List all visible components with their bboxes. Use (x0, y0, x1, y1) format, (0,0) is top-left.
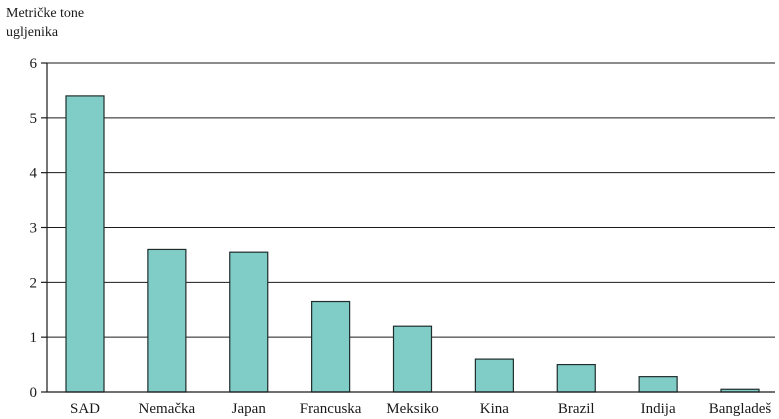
category-label: Japan (232, 401, 267, 417)
category-label: Meksiko (386, 401, 439, 417)
y-tick-label: 6 (30, 56, 38, 72)
y-tick-label: 0 (30, 385, 38, 401)
y-tick-label: 4 (30, 166, 38, 182)
y-axis-title-line: Metričke tone (6, 6, 84, 21)
bar-nemačka (147, 248, 187, 393)
y-tick-label: 5 (30, 111, 38, 127)
bar-brazil (556, 363, 596, 393)
y-tick-label: 3 (30, 221, 38, 237)
category-label: Kina (480, 401, 510, 417)
category-label: Bangladeš (709, 401, 772, 417)
y-tick-labels: 0 1 2 3 4 5 6 (30, 56, 38, 401)
bar-indija (638, 376, 678, 393)
bar-francuska (311, 300, 351, 393)
bar-meksiko (392, 325, 433, 393)
y-axis-title-line: ugljenika (6, 25, 59, 40)
category-label: Indija (641, 401, 676, 417)
y-tick-label: 1 (30, 330, 38, 346)
y-axis-title: Metričke tone ugljenika (6, 6, 84, 40)
category-label: Nemačka (139, 401, 196, 417)
y-tick-label: 2 (30, 275, 38, 291)
bar-sad (65, 95, 105, 393)
category-label: SAD (70, 401, 100, 417)
bars (65, 95, 760, 393)
category-label: Brazil (558, 401, 595, 417)
category-label: Francuska (300, 401, 362, 417)
category-labels: SAD Nemačka Japan Francuska Meksiko Kina Brazi… (70, 401, 771, 417)
bar-kina (474, 358, 514, 393)
bar-japan (229, 251, 269, 393)
axes (46, 63, 775, 393)
